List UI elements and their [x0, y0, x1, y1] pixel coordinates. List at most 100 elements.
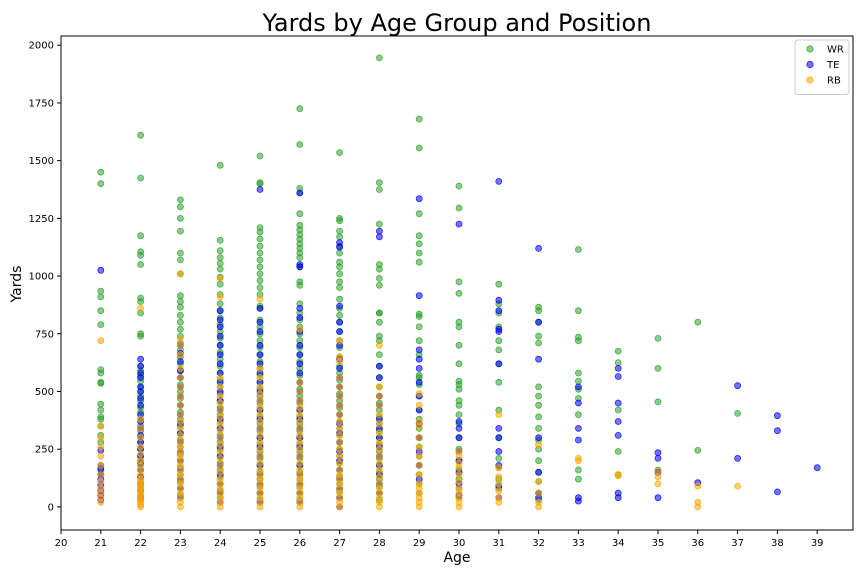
data-point-te — [415, 364, 423, 372]
data-point-rb — [336, 337, 344, 345]
data-point-te — [614, 418, 622, 425]
x-tick-label: 37 — [731, 538, 744, 549]
data-point-rb — [97, 422, 105, 430]
data-point-wr — [375, 54, 383, 62]
data-point-rb — [336, 452, 344, 460]
x-tick-label: 39 — [811, 538, 824, 549]
data-point-rb — [535, 489, 542, 497]
data-point-wr — [455, 411, 463, 419]
data-point-wr — [336, 149, 344, 157]
data-point-wr — [296, 281, 304, 289]
data-point-wr — [336, 249, 344, 257]
data-point-rb — [256, 418, 264, 425]
data-point-wr — [614, 347, 622, 355]
data-point-rb — [216, 383, 224, 391]
data-point-rb — [375, 383, 383, 391]
data-point-wr — [97, 321, 105, 329]
data-point-te — [296, 369, 304, 377]
data-point-te — [614, 494, 622, 502]
data-point-wr — [375, 220, 383, 228]
data-point-wr — [97, 180, 105, 188]
data-point-te — [296, 263, 304, 271]
data-point-te — [296, 351, 304, 359]
x-tick-label: 24 — [214, 538, 227, 549]
data-point-te — [336, 364, 344, 372]
data-point-wr — [296, 141, 304, 148]
data-point-rb — [296, 459, 304, 467]
data-point-rb — [176, 270, 184, 278]
x-tick-label: 29 — [413, 538, 426, 549]
data-point-wr — [256, 249, 264, 257]
data-point-rb — [256, 397, 264, 405]
legend-marker-wr — [806, 45, 814, 53]
data-point-rb — [137, 424, 145, 432]
data-point-te — [336, 243, 344, 251]
data-point-wr — [575, 246, 582, 253]
data-point-rb — [296, 388, 304, 395]
data-point-rb — [97, 452, 105, 460]
data-point-wr — [415, 232, 423, 240]
data-point-te — [535, 434, 542, 442]
data-point-rb — [216, 420, 224, 428]
data-point-wr — [415, 258, 423, 266]
data-point-wr — [256, 152, 264, 160]
data-point-wr — [455, 360, 463, 368]
data-point-wr — [455, 204, 463, 212]
data-point-te — [216, 307, 224, 315]
data-point-wr — [216, 300, 224, 308]
data-point-rb — [296, 503, 304, 511]
data-point-wr — [176, 298, 184, 305]
data-point-te — [336, 318, 344, 326]
data-point-rb — [176, 351, 184, 359]
data-point-rb — [256, 374, 264, 382]
data-point-rb — [336, 503, 344, 511]
data-point-rb — [415, 461, 423, 469]
data-point-te — [296, 314, 304, 322]
data-point-wr — [176, 214, 184, 222]
data-point-wr — [256, 284, 264, 292]
data-point-wr — [176, 292, 184, 300]
data-point-rb — [415, 422, 423, 430]
legend-marker-te — [806, 60, 814, 69]
data-point-wr — [455, 182, 463, 190]
x-tick-label: 28 — [373, 538, 386, 549]
data-point-rb — [415, 443, 423, 451]
data-point-wr — [375, 265, 383, 273]
data-point-te — [176, 358, 184, 365]
data-point-wr — [216, 247, 224, 255]
x-tick-label: 27 — [333, 538, 346, 549]
data-point-wr — [495, 346, 503, 354]
data-point-te — [256, 318, 264, 326]
data-point-te — [575, 399, 582, 407]
data-point-te — [495, 328, 503, 335]
data-point-wr — [535, 307, 542, 315]
x-tick-label: 30 — [453, 538, 466, 549]
data-point-rb — [336, 445, 344, 453]
data-point-wr — [336, 227, 344, 235]
legend-marker-rb — [806, 76, 814, 84]
data-point-rb — [176, 503, 184, 511]
data-point-te — [296, 304, 304, 312]
plot-frame — [60, 35, 854, 531]
data-point-wr — [336, 233, 344, 241]
data-point-wr — [336, 217, 344, 225]
x-tick-label: 23 — [174, 538, 187, 549]
data-point-wr — [375, 179, 383, 187]
data-point-wr — [495, 337, 503, 345]
data-point-wr — [535, 424, 542, 432]
data-point-rb — [176, 411, 184, 419]
data-point-rb — [216, 293, 224, 301]
data-point-rb — [137, 443, 145, 451]
data-point-rb — [336, 392, 344, 400]
data-point-rb — [216, 374, 224, 382]
data-point-wr — [216, 259, 224, 267]
data-point-te — [296, 341, 304, 349]
data-point-wr — [415, 240, 423, 248]
data-point-wr — [495, 280, 503, 288]
data-point-rb — [296, 424, 304, 432]
data-point-wr — [176, 227, 184, 235]
data-point-rb — [375, 452, 383, 460]
data-point-wr — [256, 277, 264, 285]
data-point-wr — [575, 337, 582, 345]
data-point-rb — [535, 503, 542, 511]
